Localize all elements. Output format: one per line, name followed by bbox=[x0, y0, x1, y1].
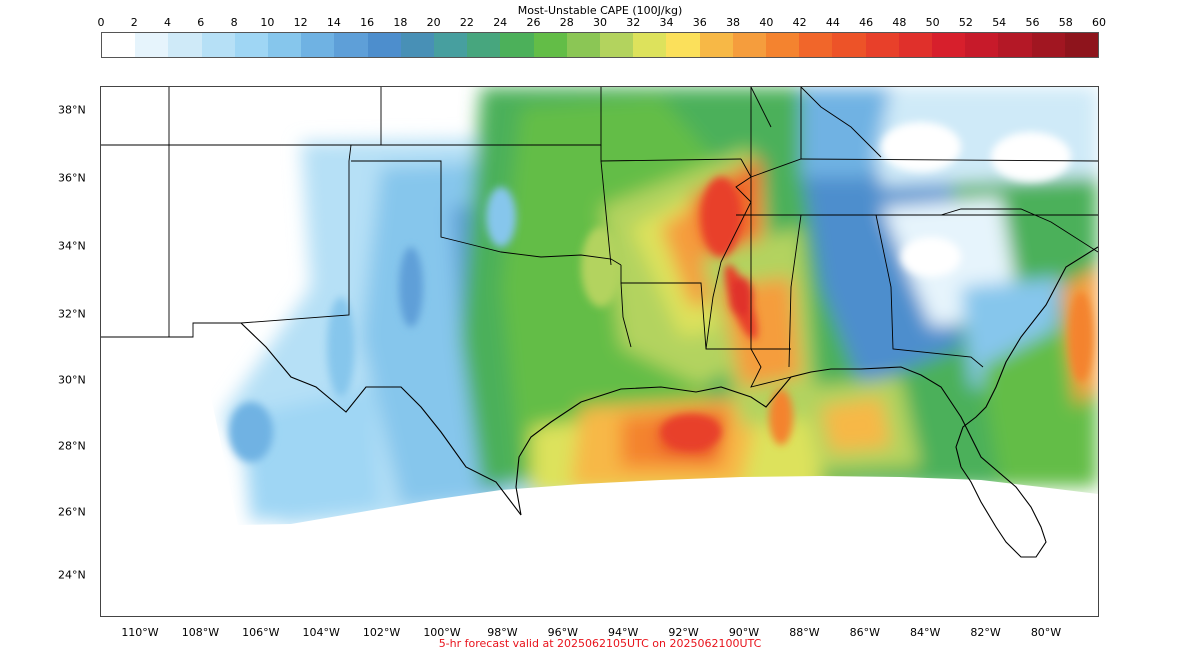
colorbar-swatch bbox=[268, 33, 302, 57]
colorbar-tick-label: 58 bbox=[1058, 16, 1073, 29]
longitude-label: 100°W bbox=[423, 626, 461, 639]
colorbar-swatch bbox=[898, 33, 933, 57]
colorbar-swatch bbox=[334, 33, 368, 57]
longitude-label: 82°W bbox=[970, 626, 1001, 639]
longitude-label: 108°W bbox=[181, 626, 220, 639]
colorbar-tick-label: 8 bbox=[230, 16, 238, 29]
colorbar-tick-label: 28 bbox=[559, 16, 574, 29]
colorbar-swatch bbox=[732, 33, 767, 57]
longitude-label: 84°W bbox=[910, 626, 941, 639]
longitude-label: 80°W bbox=[1030, 626, 1062, 639]
latitude-label: 38°N bbox=[58, 103, 86, 117]
longitude-label: 102°W bbox=[362, 626, 401, 639]
colorbar-swatch bbox=[168, 33, 202, 57]
colorbar-swatch bbox=[633, 33, 667, 57]
colorbar-tick-label: 26 bbox=[526, 16, 541, 29]
longitude-label: 86°W bbox=[849, 626, 880, 639]
colorbar-swatch bbox=[832, 33, 866, 57]
colorbar-swatch bbox=[965, 33, 999, 57]
longitude-label: 96°W bbox=[547, 626, 578, 639]
colorbar-tick-label: 60 bbox=[1092, 16, 1106, 29]
colorbar-swatch bbox=[699, 33, 733, 57]
colorbar-tick-label: 20 bbox=[426, 16, 441, 29]
colorbar-tick-label: 36 bbox=[692, 16, 707, 29]
colorbar bbox=[101, 32, 1099, 58]
longitude-label: 92°W bbox=[668, 626, 699, 639]
colorbar-swatch bbox=[201, 33, 235, 57]
latitude-label: 26°N bbox=[58, 505, 86, 519]
colorbar-title: Most-Unstable CAPE (100J/kg) bbox=[517, 4, 683, 17]
colorbar-swatch bbox=[467, 33, 501, 57]
colorbar-swatch bbox=[400, 33, 435, 57]
colorbar-tick-label: 4 bbox=[164, 16, 172, 29]
longitude-label: 104°W bbox=[302, 626, 340, 639]
colorbar-tick-label: 48 bbox=[892, 16, 907, 29]
latitude-label: 28°N bbox=[58, 439, 86, 453]
latitude-label: 32°N bbox=[58, 307, 86, 321]
longitude-label: 90°W bbox=[728, 626, 760, 639]
colorbar-tick-label: 44 bbox=[825, 16, 840, 29]
colorbar-swatch bbox=[766, 33, 800, 57]
colorbar-swatch bbox=[998, 33, 1032, 57]
colorbar-swatch bbox=[500, 33, 534, 57]
latitude-label: 24°N bbox=[58, 568, 86, 582]
colorbar-swatch bbox=[1064, 33, 1099, 57]
colorbar-tick-label: 6 bbox=[197, 16, 205, 29]
colorbar-tick-label: 54 bbox=[992, 16, 1007, 29]
colorbar-tick-label: 24 bbox=[493, 16, 508, 29]
colorbar-tick-label: 14 bbox=[326, 16, 341, 29]
colorbar-swatch bbox=[434, 33, 468, 57]
longitude-label: 88°W bbox=[789, 626, 820, 639]
colorbar-tick-label: 42 bbox=[792, 16, 807, 29]
colorbar-swatch bbox=[865, 33, 899, 57]
cape-map bbox=[101, 87, 1098, 558]
latitude-label: 34°N bbox=[58, 239, 86, 253]
colorbar-tick-label: 30 bbox=[593, 16, 607, 29]
latitude-label: 30°N bbox=[58, 373, 86, 387]
cape-field bbox=[101, 87, 1098, 525]
longitude-label: 110°W bbox=[121, 626, 159, 639]
colorbar-tick-label: 52 bbox=[958, 16, 973, 29]
latitude-label: 36°N bbox=[58, 171, 86, 185]
longitude-label: 106°W bbox=[242, 626, 280, 639]
colorbar-tick-label: 12 bbox=[293, 16, 308, 29]
colorbar-tick-label: 10 bbox=[260, 16, 275, 29]
colorbar-tick-label: 0 bbox=[97, 16, 105, 29]
colorbar-swatch bbox=[799, 33, 833, 57]
colorbar-tick-labels: 0 2 4 6 8 10 12 14 16 18 20 22 24 26 28 30 32 34 36 38 40 42 4… bbox=[0, 16, 1200, 30]
colorbar-tick-label: 2 bbox=[130, 16, 138, 29]
colorbar-swatch bbox=[135, 33, 169, 57]
state-boundaries bbox=[101, 87, 1098, 388]
colorbar-swatch bbox=[533, 33, 567, 57]
colorbar-tick-label: 56 bbox=[1025, 16, 1040, 29]
colorbar-swatch bbox=[102, 33, 136, 57]
colorbar-swatch bbox=[234, 33, 269, 57]
colorbar-tick-label: 18 bbox=[393, 16, 408, 29]
colorbar-swatch bbox=[932, 33, 966, 57]
colorbar-tick-label: 22 bbox=[459, 16, 474, 29]
map-panel bbox=[100, 86, 1099, 617]
colorbar-tick-label: 38 bbox=[726, 16, 741, 29]
colorbar-tick-label: 40 bbox=[759, 16, 774, 29]
colorbar-tick-label: 34 bbox=[659, 16, 674, 29]
colorbar-swatch bbox=[666, 33, 700, 57]
colorbar-tick-label: 16 bbox=[360, 16, 375, 29]
colorbar-swatch bbox=[566, 33, 601, 57]
colorbar-swatch bbox=[600, 33, 634, 57]
colorbar-tick-label: 50 bbox=[925, 16, 940, 29]
longitude-label: 94°W bbox=[608, 626, 639, 639]
colorbar-swatch bbox=[301, 33, 335, 57]
coastline bbox=[240, 246, 1098, 558]
colorbar-tick-label: 32 bbox=[626, 16, 641, 29]
colorbar-swatch bbox=[1031, 33, 1065, 57]
colorbar-swatch bbox=[367, 33, 401, 57]
longitude-label: 98°W bbox=[487, 626, 518, 639]
colorbar-tick-label: 46 bbox=[859, 16, 874, 29]
forecast-caption: 5-hr forecast valid at 2025062105UTC on … bbox=[438, 637, 762, 650]
